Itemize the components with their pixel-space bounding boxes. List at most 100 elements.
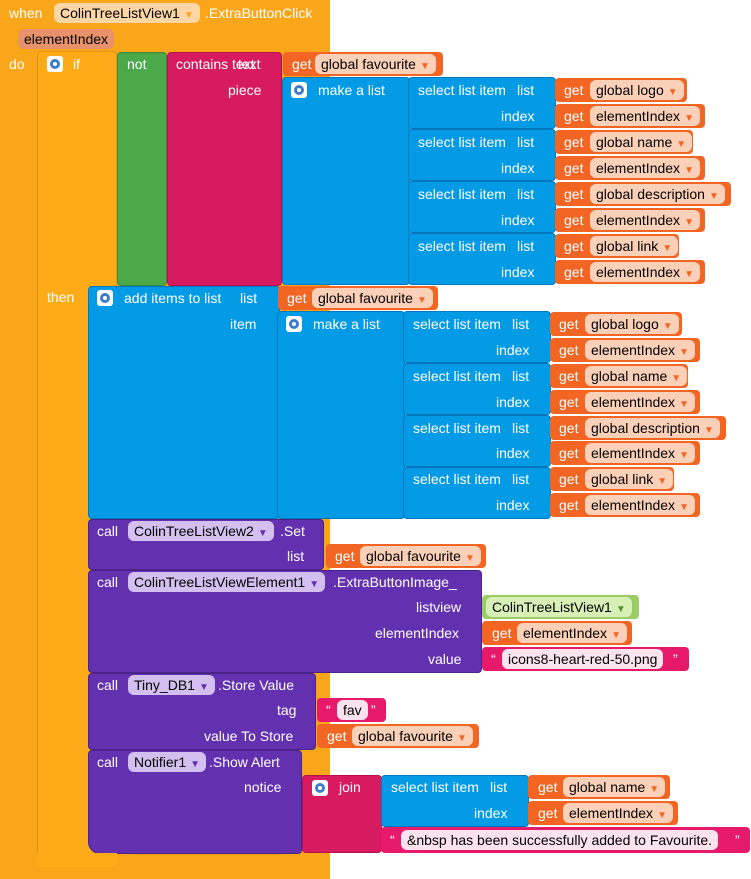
- dropdown-arrow-icon: ▼: [676, 139, 687, 150]
- var-dropdown[interactable]: global name ▼: [585, 366, 688, 386]
- dropdown-arrow-icon: ▼: [657, 810, 667, 821]
- dropdown-arrow-icon: ▼: [419, 61, 430, 72]
- event-name: .ExtraButtonClick: [205, 5, 313, 21]
- select-list-item-block[interactable]: [381, 775, 529, 827]
- tag-socket-label: tag: [277, 702, 297, 718]
- select-list-item-block[interactable]: [403, 467, 551, 519]
- listview-socket-label: listview: [416, 599, 462, 615]
- dropdown-arrow-icon: ▼: [679, 502, 689, 513]
- select-list-item-block[interactable]: [408, 129, 556, 181]
- var-dropdown[interactable]: global favourite ▼: [352, 726, 473, 746]
- call-label: call: [97, 523, 119, 539]
- make-a-list-label: make a list: [318, 82, 385, 98]
- component-dropdown[interactable]: Notifier1 ▼: [128, 752, 207, 772]
- dropdown-arrow-icon: ▼: [684, 269, 694, 280]
- string-value[interactable]: fav: [337, 700, 368, 720]
- var-dropdown[interactable]: global logo ▼: [585, 314, 679, 334]
- var-dropdown[interactable]: global name ▼: [563, 777, 666, 797]
- make-a-list-block[interactable]: [282, 77, 410, 285]
- var-dropdown[interactable]: elementIndex ▼: [590, 210, 700, 230]
- dropdown-arrow-icon: ▼: [657, 476, 668, 487]
- var-dropdown[interactable]: elementIndex ▼: [585, 340, 695, 360]
- dropdown-arrow-icon: ▼: [662, 243, 673, 254]
- contains-text-block[interactable]: [167, 52, 282, 286]
- var-dropdown[interactable]: global favourite ▼: [360, 546, 481, 566]
- dropdown-arrow-icon: ▼: [190, 759, 201, 770]
- not-label: not: [127, 56, 147, 72]
- component-dropdown[interactable]: Tiny_DB1 ▼: [128, 675, 215, 695]
- dropdown-arrow-icon: ▼: [257, 528, 268, 539]
- add-items-label: add items to list: [124, 290, 222, 306]
- component-dropdown[interactable]: ColinTreeListView1 ▼: [486, 597, 632, 617]
- if-block-bottom: [37, 853, 117, 867]
- dropdown-arrow-icon: ▼: [416, 295, 427, 306]
- select-list-item-block[interactable]: [408, 77, 556, 129]
- var-dropdown[interactable]: global link ▼: [590, 236, 679, 256]
- var-dropdown[interactable]: global link ▼: [585, 469, 674, 489]
- var-dropdown[interactable]: elementIndex ▼: [585, 443, 695, 463]
- component-dropdown[interactable]: ColinTreeListViewElement1 ▼: [128, 572, 326, 592]
- quote-close-icon: ”: [673, 651, 678, 667]
- var-dropdown[interactable]: global description ▼: [585, 418, 720, 438]
- quote-open-icon: “: [326, 702, 331, 718]
- var-dropdown[interactable]: global description ▼: [590, 184, 725, 204]
- dropdown-arrow-icon: ▼: [679, 450, 689, 461]
- var-dropdown[interactable]: global favourite ▼: [315, 54, 436, 74]
- var-dropdown[interactable]: elementIndex ▼: [590, 106, 700, 126]
- var-dropdown[interactable]: global logo ▼: [590, 80, 684, 100]
- select-list-item-label: select list item: [418, 82, 506, 98]
- var-dropdown[interactable]: elementIndex ▼: [585, 392, 695, 412]
- dropdown-arrow-icon: ▼: [684, 165, 694, 176]
- var-dropdown[interactable]: global favourite ▼: [312, 288, 433, 308]
- gear-icon[interactable]: [97, 290, 113, 306]
- value-socket-label: value: [428, 651, 462, 667]
- make-a-list-label: make a list: [313, 316, 380, 332]
- then-label: then: [47, 289, 75, 305]
- var-dropdown[interactable]: elementIndex ▼: [590, 158, 700, 178]
- var-dropdown[interactable]: global name ▼: [590, 132, 693, 152]
- var-dropdown[interactable]: elementIndex ▼: [590, 262, 700, 282]
- component-dropdown[interactable]: ColinTreeListView2 ▼: [128, 521, 274, 541]
- make-a-list-block[interactable]: [277, 311, 405, 519]
- component-name: ColinTreeListView1: [60, 5, 180, 21]
- list-socket-label: list: [517, 82, 535, 98]
- string-value[interactable]: &nbsp has been successfully added to Fav…: [401, 830, 719, 850]
- value-to-store-socket-label: value To Store: [204, 728, 294, 744]
- select-list-item-block[interactable]: [408, 181, 556, 233]
- dropdown-arrow-icon: ▼: [703, 425, 714, 436]
- var-dropdown[interactable]: elementIndex ▼: [585, 495, 695, 515]
- dropdown-arrow-icon: ▼: [684, 217, 694, 228]
- gear-icon[interactable]: [291, 82, 307, 98]
- dropdown-arrow-icon: ▼: [708, 191, 719, 202]
- select-list-item-block[interactable]: [403, 311, 551, 363]
- var-dropdown[interactable]: elementIndex ▼: [563, 803, 673, 823]
- notice-socket-label: notice: [244, 779, 282, 795]
- quote-close-icon: ”: [371, 702, 376, 718]
- dropdown-arrow-icon: ▼: [183, 10, 194, 21]
- gear-icon[interactable]: [312, 780, 328, 796]
- var-dropdown[interactable]: elementIndex ▼: [517, 623, 627, 643]
- string-value[interactable]: icons8-heart-red-50.png: [502, 649, 664, 669]
- dropdown-arrow-icon: ▼: [611, 630, 621, 641]
- select-list-item-block[interactable]: [403, 415, 551, 467]
- event-bottom: [0, 866, 330, 879]
- dropdown-arrow-icon: ▼: [464, 553, 475, 564]
- component-dropdown[interactable]: ColinTreeListView1 ▼: [54, 3, 200, 23]
- gear-icon[interactable]: [286, 316, 302, 332]
- dropdown-arrow-icon: ▼: [679, 347, 689, 358]
- index-socket-label: index: [501, 108, 535, 124]
- get-label: get: [292, 56, 312, 72]
- param-element-index[interactable]: elementIndex: [18, 29, 115, 49]
- call-set-block[interactable]: [88, 519, 324, 570]
- quote-close-icon: ”: [735, 832, 740, 848]
- select-list-item-block[interactable]: [403, 363, 551, 415]
- dropdown-arrow-icon: ▼: [671, 373, 682, 384]
- dropdown-arrow-icon: ▼: [615, 604, 626, 615]
- dropdown-arrow-icon: ▼: [667, 87, 678, 98]
- not-block[interactable]: [117, 52, 167, 286]
- contains-text-label: contains text: [176, 56, 255, 72]
- gear-icon[interactable]: [47, 56, 63, 72]
- method-label: .Show Alert: [209, 754, 280, 770]
- select-list-item-block[interactable]: [408, 233, 556, 285]
- dropdown-arrow-icon: ▼: [649, 784, 660, 795]
